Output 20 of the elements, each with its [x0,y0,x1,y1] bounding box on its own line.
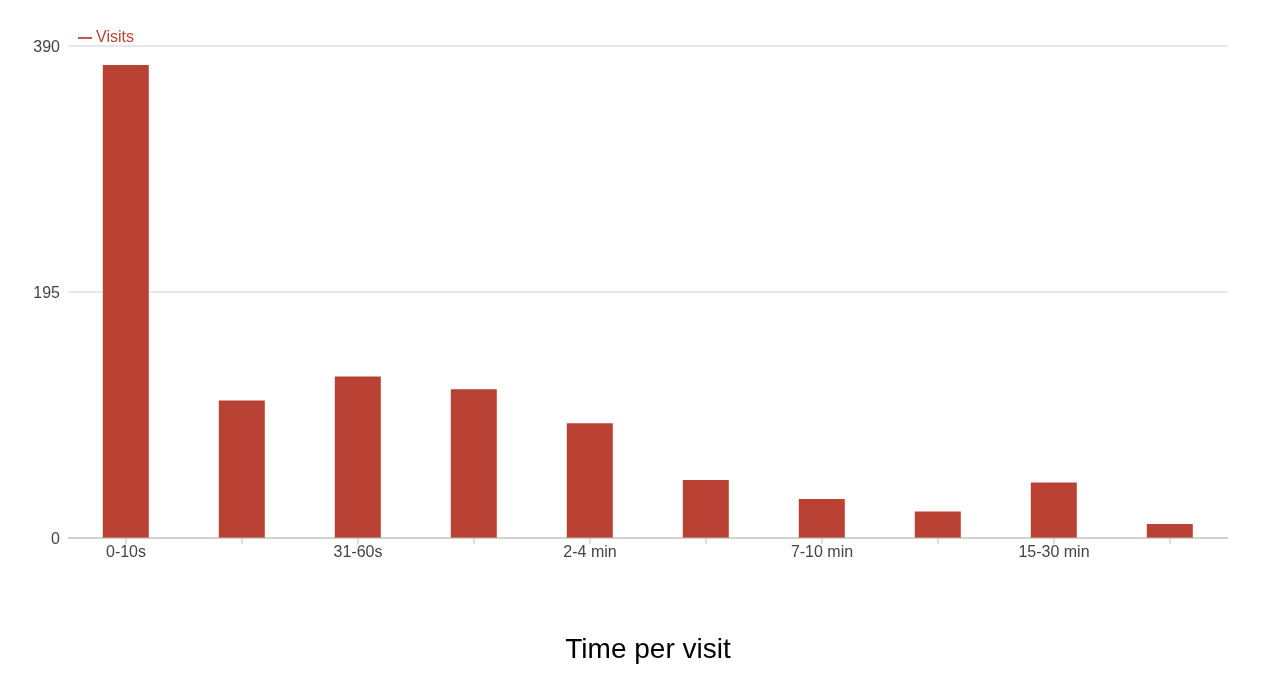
y-tick-label: 0 [51,529,61,547]
bar [798,498,845,538]
y-tick-label: 195 [33,283,61,301]
bar [1146,524,1193,538]
bar [450,389,497,538]
bar [334,376,381,538]
bar [218,400,265,538]
bar [914,511,961,538]
x-tick-label: 7-10 min [790,543,854,561]
x-axis-title: Time per visit [565,633,731,664]
legend-label: Visits [96,28,134,45]
x-tick-label: 31-60s [333,543,383,561]
bar [682,479,729,538]
bar [102,64,149,538]
x-tick-label: 15-30 min [1018,543,1090,561]
x-tick-label: 0-10s [105,543,147,561]
bar [566,423,613,538]
x-tick-label: 2-4 min [563,543,617,561]
bar [1030,482,1077,538]
y-tick-label: 390 [33,37,61,55]
